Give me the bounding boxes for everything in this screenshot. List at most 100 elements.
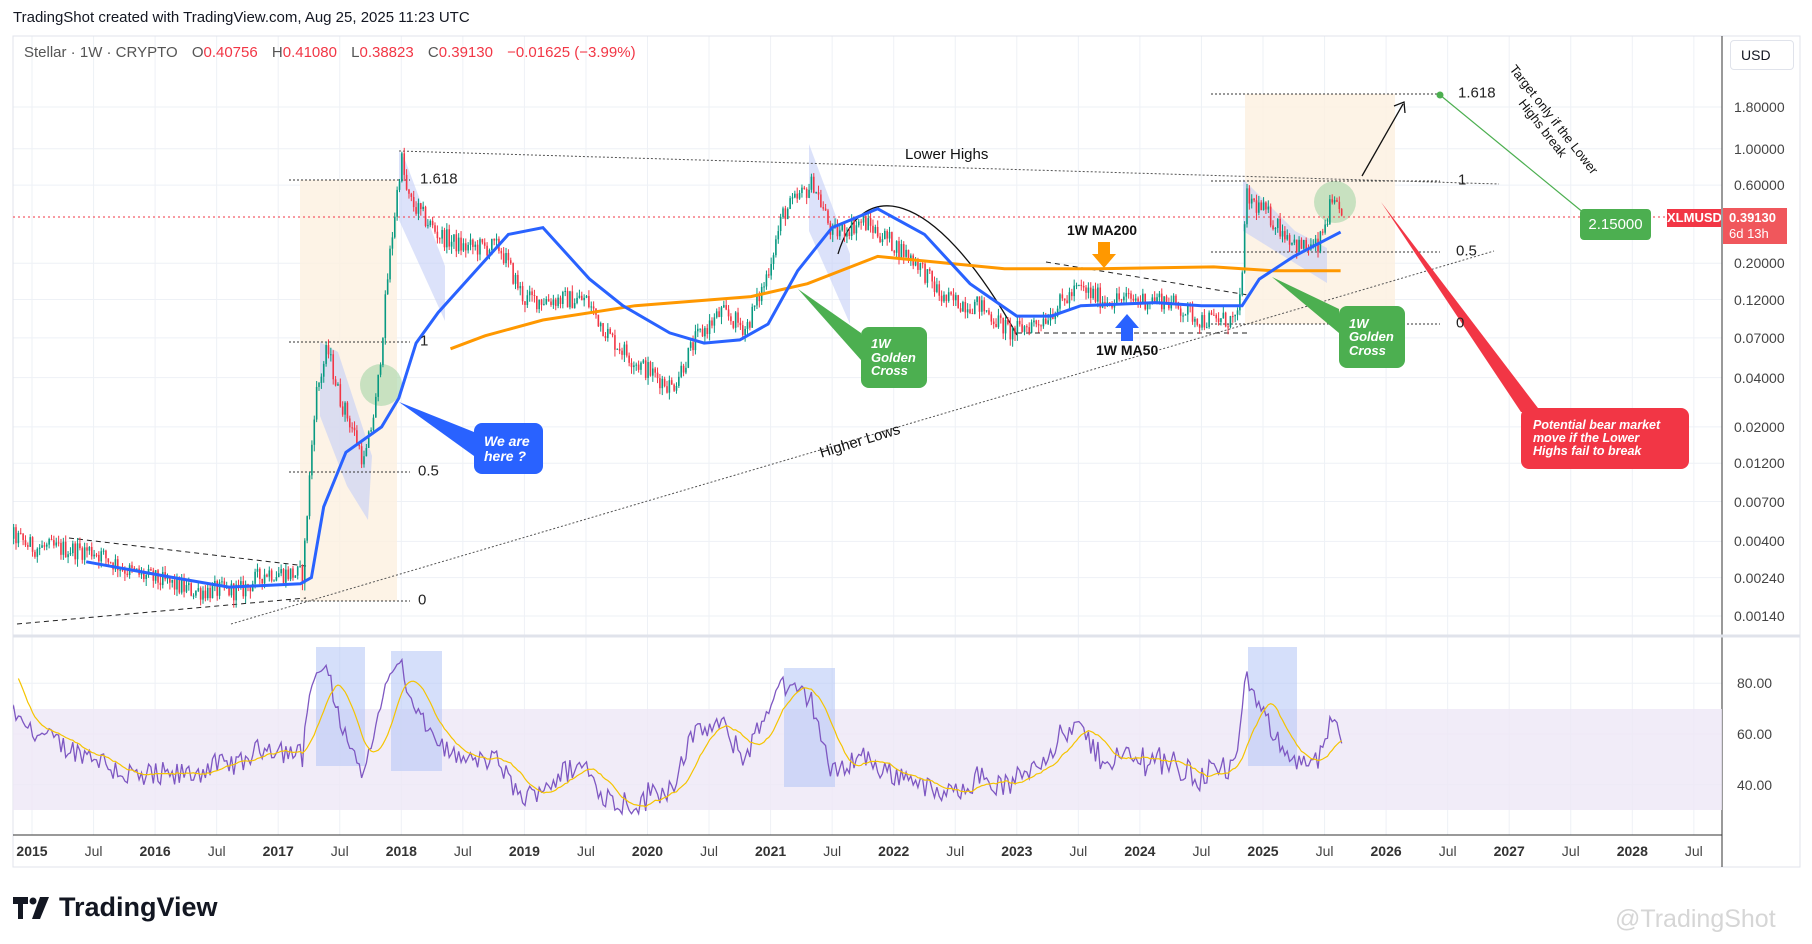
candle-body — [839, 230, 841, 237]
candle-body — [566, 290, 569, 308]
candle-body — [218, 582, 221, 596]
candle-body — [228, 586, 230, 596]
higher-lows-trendline[interactable] — [230, 250, 1495, 625]
candle-body — [486, 245, 488, 256]
candle-body — [86, 547, 88, 551]
candle-body — [431, 220, 434, 226]
candle-body — [43, 545, 46, 547]
candle-body — [377, 374, 379, 397]
price-tick: 0.02000 — [1734, 418, 1785, 435]
candle-body — [1234, 314, 1236, 317]
candle-body — [1170, 302, 1173, 309]
wedge-upper-line[interactable] — [68, 537, 307, 567]
candle-body — [860, 221, 862, 223]
candle-body — [663, 378, 666, 387]
candle-body — [952, 294, 955, 301]
candle-body — [668, 380, 671, 393]
candle-body — [304, 540, 306, 584]
candle-body — [398, 181, 401, 190]
candle-body — [831, 225, 834, 235]
candle-body — [410, 193, 413, 197]
candle-body — [206, 587, 209, 599]
candle-body — [1014, 327, 1016, 334]
candle-body — [1115, 293, 1118, 305]
candle-body — [666, 386, 668, 393]
range-upper-line[interactable] — [1045, 261, 1249, 296]
candle-body — [455, 234, 458, 252]
candle-body — [166, 577, 169, 580]
candle-body — [827, 210, 829, 224]
candle-body — [976, 296, 978, 302]
candle-body — [509, 260, 512, 264]
candle-body — [538, 299, 540, 310]
candle-body — [119, 569, 121, 571]
candle-body — [301, 565, 304, 584]
candle-body — [240, 581, 242, 585]
candle-body — [621, 350, 623, 355]
target-dot[interactable] — [1436, 91, 1444, 99]
candle-body — [22, 533, 24, 541]
breakout-arrow[interactable] — [1361, 103, 1404, 177]
candle-body — [438, 238, 441, 240]
candle-body — [1080, 284, 1083, 287]
currency-button[interactable]: USD — [1730, 40, 1794, 70]
candle-body — [571, 291, 574, 309]
candle-body — [1291, 242, 1293, 245]
candle-body — [1286, 235, 1289, 240]
candle-body — [453, 234, 455, 242]
candle-body — [874, 226, 877, 233]
candle-body — [810, 176, 813, 190]
candle-body — [704, 328, 706, 337]
candle-body — [55, 542, 58, 546]
candle-body — [31, 537, 34, 552]
candle-body — [597, 314, 600, 327]
candle-body — [367, 431, 370, 448]
candle-body — [805, 188, 808, 198]
time-tick: 2021 — [755, 843, 787, 859]
candle-body — [448, 229, 451, 247]
candle-body — [232, 583, 235, 601]
candle-body — [1276, 218, 1279, 229]
time-tick: Jul — [1561, 843, 1580, 859]
candle-body — [1305, 240, 1307, 250]
candle-body — [6, 523, 8, 527]
candle-body — [824, 208, 827, 211]
candle-body — [817, 192, 820, 195]
candle-body — [1092, 288, 1094, 299]
candle-body — [266, 574, 268, 577]
wedge-lower-line[interactable] — [16, 597, 307, 625]
candle-body — [815, 192, 817, 194]
candle-body — [1175, 295, 1177, 303]
candle-body — [536, 295, 538, 310]
candle-body — [339, 384, 342, 407]
candle-body — [379, 364, 382, 375]
candle-body — [64, 541, 67, 558]
candle-body — [955, 295, 957, 301]
candle-body — [1281, 231, 1284, 237]
candle-body — [1220, 318, 1222, 323]
candle-body — [100, 551, 103, 562]
candle-body — [746, 322, 749, 329]
candle-body — [121, 569, 124, 571]
candle-body — [434, 225, 436, 232]
candle-body — [1037, 324, 1040, 326]
candle-body — [1215, 315, 1218, 319]
candle-body — [881, 239, 884, 243]
candle-body — [812, 176, 815, 193]
time-tick: 2016 — [139, 843, 171, 859]
lower-highs-trendline[interactable] — [398, 150, 1500, 185]
candle-body — [1023, 326, 1026, 332]
candle-body — [1132, 298, 1135, 301]
candle-body — [8, 523, 10, 528]
target-line[interactable] — [1439, 94, 1591, 219]
tradingview-logo[interactable]: TradingView — [13, 892, 218, 923]
candle-body — [133, 567, 136, 570]
symbol-info[interactable]: Stellar · 1W · CRYPTO — [24, 44, 178, 61]
candle-body — [1172, 295, 1175, 303]
candle-body — [83, 547, 86, 560]
candle-body — [27, 545, 29, 547]
candle-body — [1146, 303, 1149, 310]
candle-body — [178, 577, 181, 593]
candle-body — [649, 362, 652, 376]
